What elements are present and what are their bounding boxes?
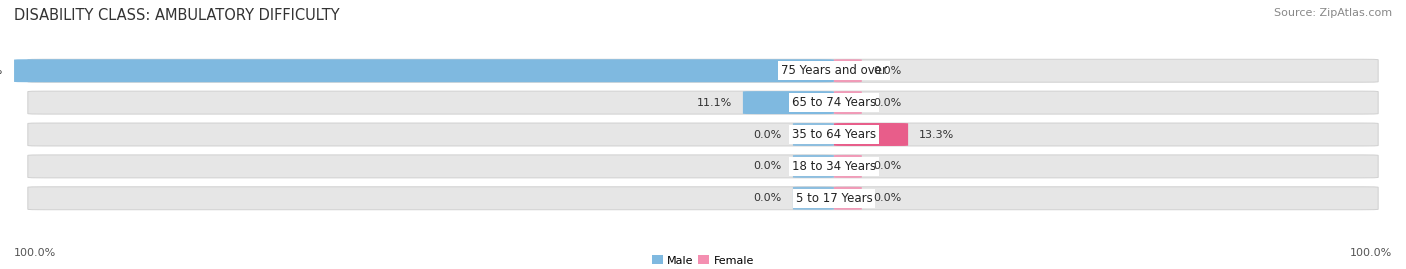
Text: 0.0%: 0.0% (754, 129, 782, 140)
Text: 18 to 34 Years: 18 to 34 Years (792, 160, 876, 173)
FancyBboxPatch shape (28, 91, 1378, 114)
Text: 100.0%: 100.0% (1350, 248, 1392, 258)
Text: 0.0%: 0.0% (873, 98, 901, 108)
Text: 100.0%: 100.0% (0, 66, 3, 76)
Text: 0.0%: 0.0% (754, 161, 782, 171)
FancyBboxPatch shape (28, 187, 1378, 210)
FancyBboxPatch shape (742, 91, 834, 114)
FancyBboxPatch shape (14, 59, 834, 82)
FancyBboxPatch shape (834, 59, 862, 82)
Text: 35 to 64 Years: 35 to 64 Years (792, 128, 876, 141)
Text: 11.1%: 11.1% (696, 98, 733, 108)
FancyBboxPatch shape (793, 123, 834, 146)
Text: 5 to 17 Years: 5 to 17 Years (796, 192, 872, 205)
FancyBboxPatch shape (793, 155, 834, 178)
FancyBboxPatch shape (834, 123, 908, 146)
Legend: Male, Female: Male, Female (647, 251, 759, 269)
Text: 0.0%: 0.0% (873, 161, 901, 171)
FancyBboxPatch shape (28, 155, 1378, 178)
FancyBboxPatch shape (28, 123, 1378, 146)
FancyBboxPatch shape (28, 59, 1378, 82)
Text: 13.3%: 13.3% (920, 129, 955, 140)
Text: Source: ZipAtlas.com: Source: ZipAtlas.com (1274, 8, 1392, 18)
FancyBboxPatch shape (834, 187, 862, 210)
Text: 0.0%: 0.0% (873, 193, 901, 203)
FancyBboxPatch shape (834, 91, 862, 114)
Text: 0.0%: 0.0% (754, 193, 782, 203)
Text: 75 Years and over: 75 Years and over (780, 64, 887, 77)
Text: 100.0%: 100.0% (14, 248, 56, 258)
FancyBboxPatch shape (793, 187, 834, 210)
Text: 0.0%: 0.0% (873, 66, 901, 76)
FancyBboxPatch shape (834, 155, 862, 178)
Text: 65 to 74 Years: 65 to 74 Years (792, 96, 876, 109)
Text: DISABILITY CLASS: AMBULATORY DIFFICULTY: DISABILITY CLASS: AMBULATORY DIFFICULTY (14, 8, 340, 23)
